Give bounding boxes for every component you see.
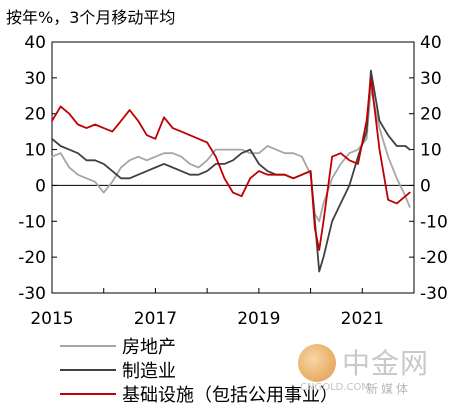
legend-swatch-infrastructure	[60, 393, 116, 395]
watermark-sub: 新媒体	[366, 382, 412, 396]
y-tick-label-right-1: -20	[420, 248, 448, 268]
left-y-axis: -30 -20 -10 0 10 20 30 40	[18, 33, 57, 304]
y-tick-label-right-4: 10	[420, 141, 442, 161]
y-tick-label-right-5: 20	[420, 105, 442, 125]
legend-label-real-estate: 房地产	[122, 337, 176, 358]
watermark: 中金网 CNGOLD.COM 新媒体	[296, 342, 461, 402]
y-tick-label-left-0: -30	[18, 284, 46, 304]
y-tick-label-left-6: 30	[24, 69, 46, 89]
y-tick-label-left-4: 10	[24, 141, 46, 161]
watermark-name: 中金网	[342, 347, 430, 380]
x-tick-label-2: 2019	[237, 309, 280, 329]
x-tick-label-1: 2017	[134, 309, 177, 329]
y-tick-label-left-2: -10	[18, 212, 46, 232]
legend-label-infrastructure: 基础设施（包括公用事业）	[122, 385, 338, 406]
y-tick-label-left-3: 0	[35, 176, 46, 196]
x-tick-label-0: 2015	[30, 309, 73, 329]
legend-swatch-real-estate	[60, 345, 116, 347]
y-tick-label-right-7: 40	[420, 33, 442, 53]
legend-swatch-manufacturing	[60, 369, 116, 371]
y-tick-label-left-5: 20	[24, 105, 46, 125]
legend-label-manufacturing: 制造业	[122, 361, 176, 382]
watermark-url: CNGOLD.COM	[300, 382, 371, 393]
y-tick-label-right-2: -10	[420, 212, 448, 232]
y-tick-label-left-1: -20	[18, 248, 46, 268]
series-line-1	[51, 69, 411, 273]
x-tick-label-3: 2021	[341, 309, 384, 329]
plot-frame	[51, 41, 415, 294]
right-y-axis: -30 -20 -10 0 10 20 30 40	[409, 33, 448, 304]
series-line-0	[51, 87, 411, 223]
series-line-2	[51, 77, 411, 251]
unit-label: 按年%，3个月移动平均	[6, 8, 176, 27]
y-tick-label-right-6: 30	[420, 69, 442, 89]
cngold-coin-logo-icon	[298, 344, 336, 382]
y-tick-label-right-0: -30	[420, 284, 448, 304]
series-layer	[51, 69, 411, 273]
y-tick-label-left-7: 40	[24, 33, 46, 53]
y-tick-label-right-3: 0	[420, 176, 431, 196]
x-axis: 2015 2017 2019 2021	[30, 288, 415, 329]
